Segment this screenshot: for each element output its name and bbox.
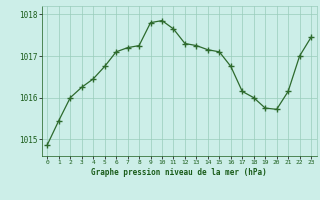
X-axis label: Graphe pression niveau de la mer (hPa): Graphe pression niveau de la mer (hPa) bbox=[91, 168, 267, 177]
